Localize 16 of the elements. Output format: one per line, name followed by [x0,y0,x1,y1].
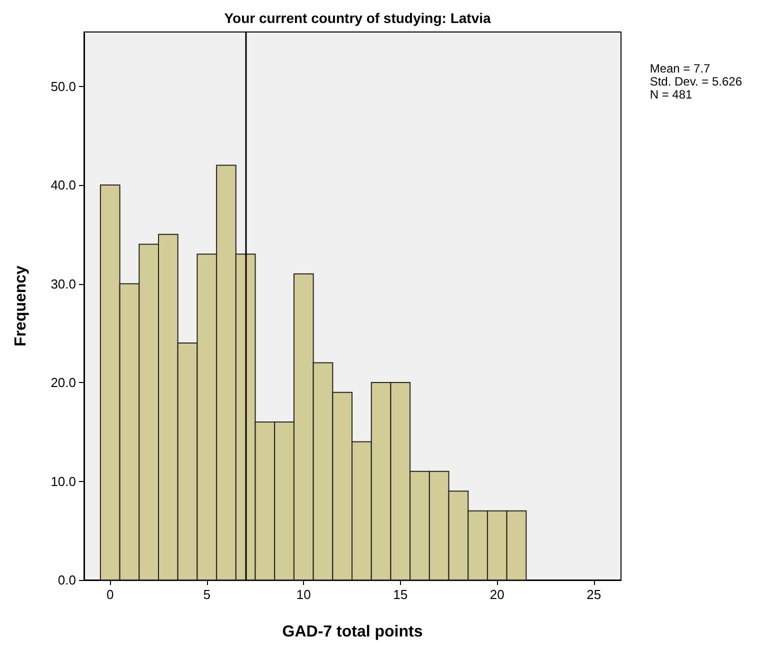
x-tick-label: 15 [393,587,408,602]
x-tick-label: 25 [586,587,602,602]
y-tick-label: 50.0 [50,78,76,94]
y-tick-label: 10.0 [50,474,76,489]
y-tick-label: 30.0 [50,276,76,292]
x-tick-label: 20 [490,587,504,602]
text: Mean = 7.7 Std. Dev. = 5.626 N = 481 [650,62,742,102]
chart-title: Your current country of studying: Latvia [224,10,491,26]
x-tick-label: 0 [106,587,114,602]
x-axis-title: GAD-7 total points [282,624,423,640]
y-tick-label: 20.0 [50,375,76,390]
y-axis-title: Frequency [12,265,30,346]
y-tick-label: 0.0 [58,572,76,588]
x-tick-label: 5 [203,587,210,602]
x-tick-label: 10 [296,587,311,602]
y-tick-label: 40.0 [50,178,76,193]
